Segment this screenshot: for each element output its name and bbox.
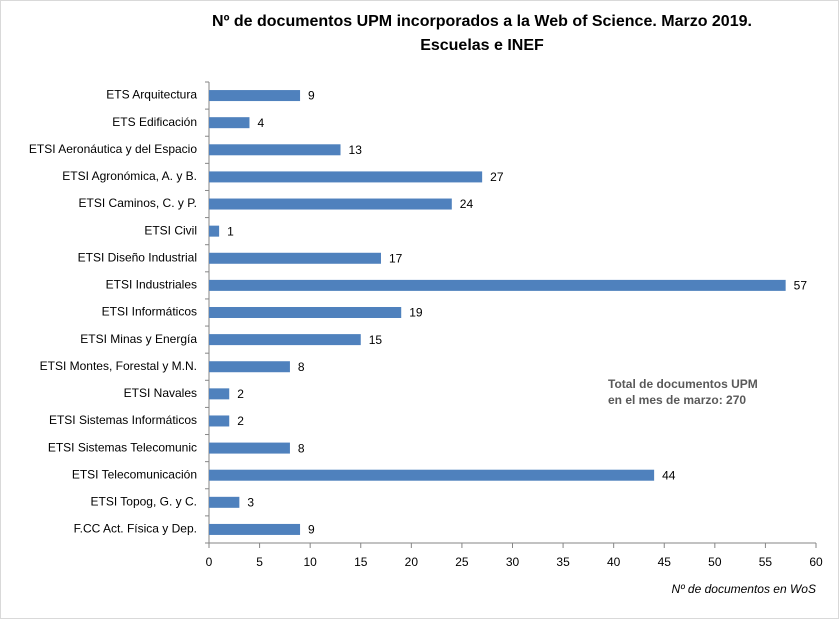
value-label: 2 (237, 387, 244, 401)
value-label: 19 (409, 306, 423, 320)
y-tick-label: ETSI Diseño Industrial (78, 250, 197, 264)
y-tick-label: ETSI Topog, G. y C. (91, 494, 198, 508)
y-tick-label: ETSI Montes, Forestal y M.N. (40, 359, 197, 373)
x-tick-label: 20 (405, 555, 419, 569)
bar (209, 415, 230, 427)
bar (209, 90, 301, 102)
y-tick-label: ETSI Industriales (106, 278, 197, 292)
bar (209, 198, 452, 210)
value-label: 44 (662, 468, 676, 482)
bar (209, 469, 655, 481)
y-tick-label: ETS Arquitectura (106, 88, 197, 102)
value-label: 3 (247, 495, 254, 509)
x-tick-label: 50 (708, 555, 722, 569)
bar (209, 361, 290, 373)
value-label: 8 (298, 360, 305, 374)
y-tick-label: ETS Edificación (112, 115, 197, 129)
x-tick-label: 55 (759, 555, 773, 569)
x-tick-label: 45 (658, 555, 672, 569)
value-label: 9 (308, 89, 315, 103)
chart-title: Nº de documentos UPM incorporados a la W… (212, 13, 752, 30)
y-tick-label: ETSI Sistemas Informáticos (49, 413, 197, 427)
x-tick-label: 30 (506, 555, 520, 569)
value-label: 1 (227, 224, 234, 238)
chart-title: Escuelas e INEF (420, 37, 544, 54)
bar (209, 523, 301, 535)
x-tick-label: 5 (256, 555, 263, 569)
value-label: 13 (349, 143, 363, 157)
value-label: 2 (237, 414, 244, 428)
x-tick-label: 0 (206, 555, 213, 569)
y-tick-label: ETSI Agronómica, A. y B. (62, 169, 197, 183)
value-label: 17 (389, 251, 403, 265)
value-label: 8 (298, 441, 305, 455)
annotation: Total de documentos UPM (608, 377, 758, 391)
x-tick-label: 10 (303, 555, 317, 569)
y-tick-label: ETSI Civil (144, 223, 197, 237)
y-tick-label: ETSI Telecomunicación (72, 467, 197, 481)
y-tick-label: ETSI Caminos, C. y P. (79, 196, 197, 210)
value-label: 9 (308, 523, 315, 537)
y-tick-label: ETSI Navales (124, 386, 197, 400)
bar (209, 171, 483, 183)
value-label: 57 (794, 279, 808, 293)
x-axis-label: Nº de documentos en WoS (672, 582, 816, 596)
value-label: 4 (257, 116, 264, 130)
x-tick-label: 25 (455, 555, 469, 569)
bar (209, 496, 240, 508)
bar (209, 117, 250, 129)
x-tick-label: 40 (607, 555, 621, 569)
y-tick-label: ETSI Aeronáutica y del Espacio (29, 142, 197, 156)
y-tick-label: F.CC Act. Física y Dep. (74, 522, 197, 536)
y-tick-label: ETSI Minas y Energía (80, 332, 197, 346)
x-tick-label: 60 (809, 555, 823, 569)
bar (209, 279, 786, 291)
value-label: 15 (369, 333, 383, 347)
x-tick-label: 15 (354, 555, 368, 569)
bar (209, 144, 341, 156)
annotation: en el mes de marzo: 270 (608, 393, 746, 407)
bar (209, 334, 361, 346)
value-label: 24 (460, 197, 474, 211)
y-tick-label: ETSI Sistemas Telecomunic (48, 440, 197, 454)
bar (209, 252, 381, 264)
bar (209, 307, 402, 318)
bar (209, 388, 230, 400)
bar (209, 442, 290, 454)
value-label: 27 (490, 170, 504, 184)
bar (209, 225, 220, 237)
x-tick-label: 35 (556, 555, 570, 569)
y-tick-label: ETSI Informáticos (102, 305, 197, 319)
